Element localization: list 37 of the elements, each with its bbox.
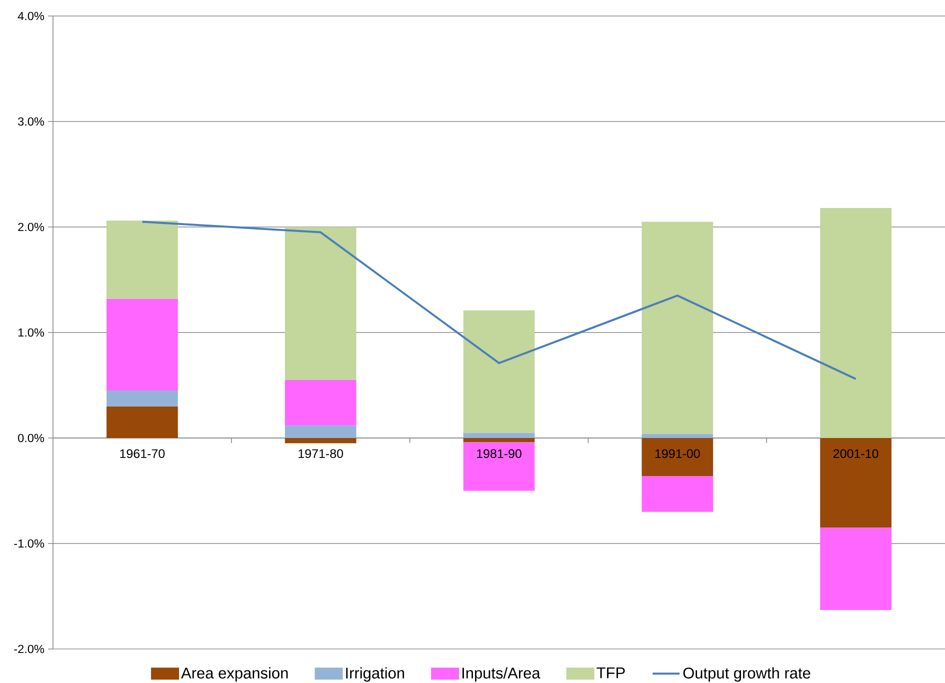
x-tick-label: 1991-00 — [655, 449, 700, 458]
bar — [106, 220, 178, 299]
x-tick-label: 1971-80 — [298, 449, 344, 458]
y-tick-label: 2.0% — [18, 222, 44, 232]
line-series — [141, 220, 857, 380]
bar — [820, 528, 892, 610]
y-tick-label: -2.0% — [14, 644, 44, 654]
legend-label: Area expansion — [181, 667, 288, 682]
y-tick-label: -1.0% — [14, 539, 44, 548]
y-tick-label: 3.0% — [18, 117, 44, 126]
bar — [106, 390, 178, 406]
bar — [820, 208, 892, 438]
legend-label: TFP — [596, 667, 625, 678]
y-tick-label: 4.0% — [18, 12, 44, 20]
bar — [642, 438, 714, 476]
x-tick-label: 1961-70 — [120, 449, 165, 458]
x-tick-label: 2001-10 — [834, 449, 878, 458]
bar — [642, 434, 714, 438]
y-tick-label: 0.0% — [18, 434, 44, 442]
bar — [820, 438, 892, 528]
bar — [284, 227, 356, 380]
bar — [284, 425, 356, 438]
legend-label: Inputs/Area — [462, 667, 540, 682]
bar — [642, 222, 714, 434]
legend-label: Output growth rate — [683, 667, 810, 682]
bar — [106, 406, 178, 438]
legend-label: Irrigation — [346, 667, 404, 682]
bar — [106, 298, 178, 391]
bar — [463, 442, 535, 491]
bar — [463, 432, 535, 438]
bar — [284, 380, 356, 426]
bar — [284, 438, 356, 444]
bar — [463, 310, 535, 433]
x-tick-label: 1981-90 — [477, 449, 522, 458]
y-tick-label: 1.0% — [18, 328, 44, 337]
bar — [642, 476, 714, 512]
bar — [463, 438, 535, 442]
